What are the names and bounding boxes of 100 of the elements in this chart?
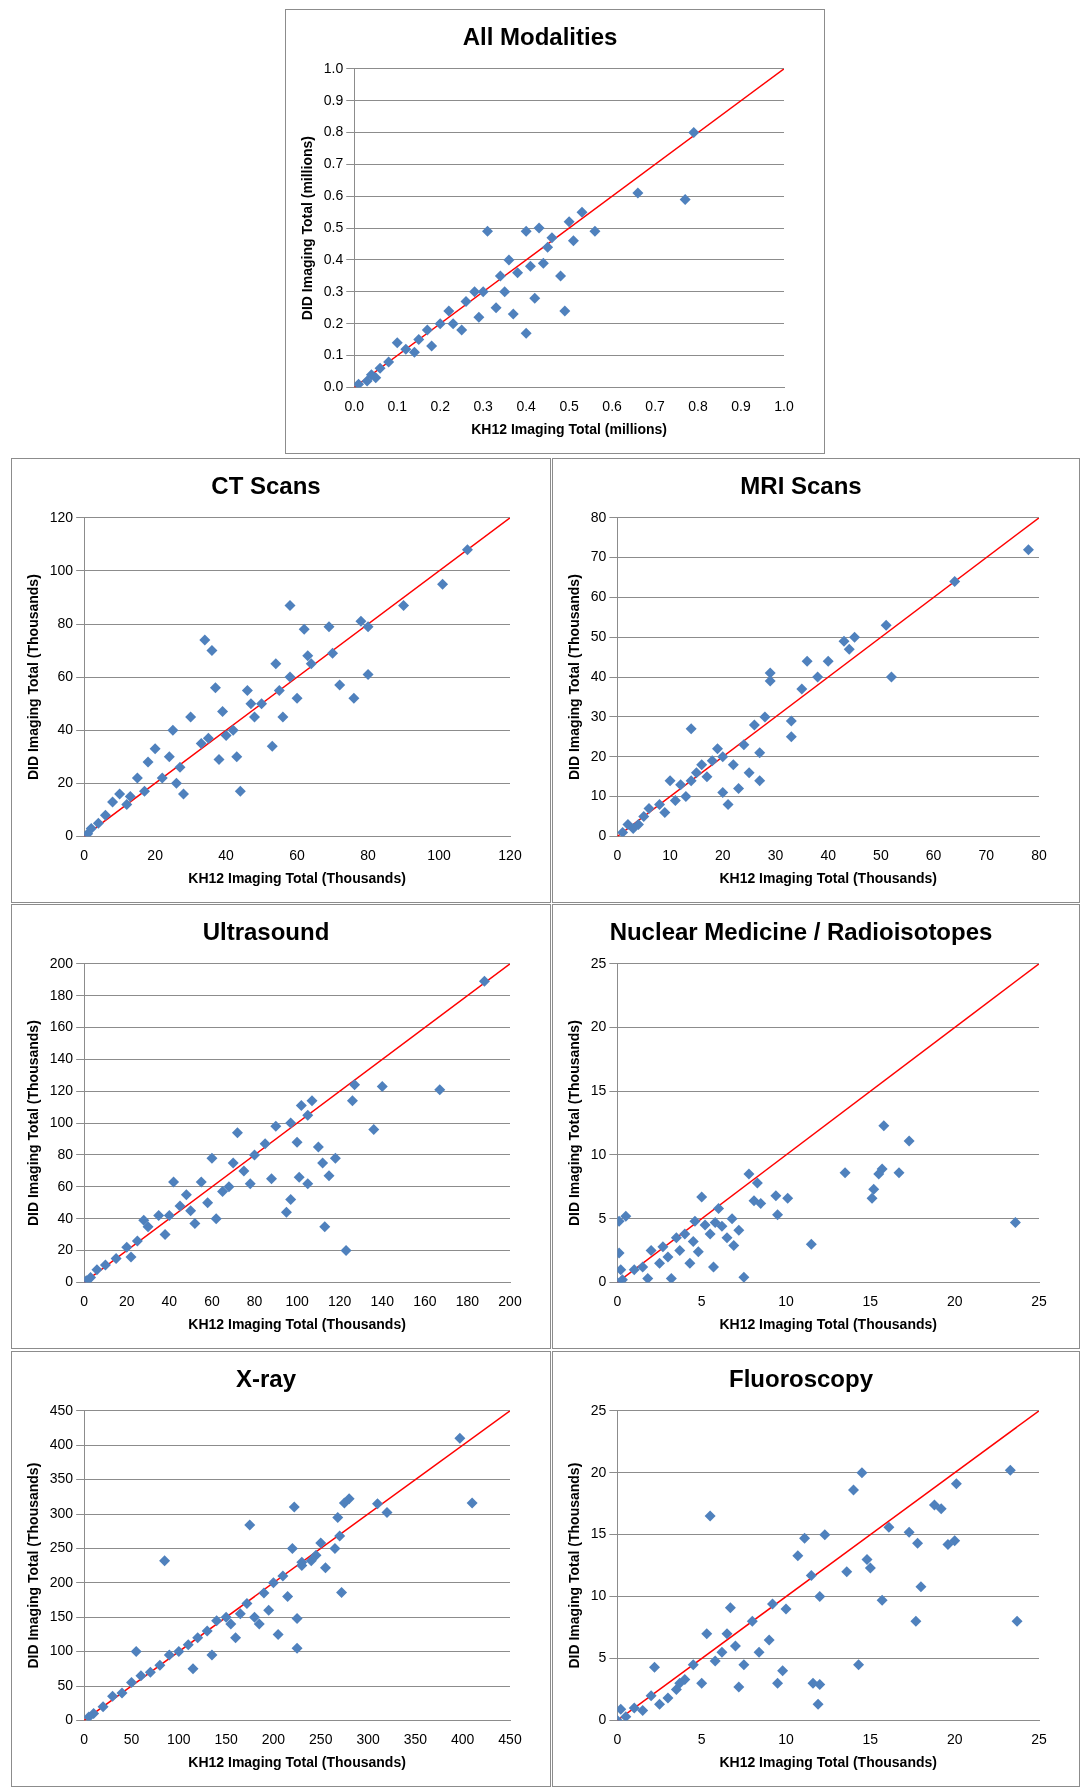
point <box>503 254 515 266</box>
y-tick-label: 15 <box>590 1082 607 1099</box>
point <box>838 635 850 647</box>
point <box>256 698 268 710</box>
point <box>168 1176 180 1188</box>
point <box>114 788 126 800</box>
point <box>704 1228 716 1240</box>
point <box>473 311 485 323</box>
x-tick-label: 0 <box>80 1292 89 1309</box>
y-tick-label: 400 <box>49 1436 74 1453</box>
point <box>868 1183 880 1195</box>
point <box>696 1191 708 1203</box>
point <box>189 1217 201 1229</box>
point <box>706 755 718 767</box>
point <box>131 772 143 784</box>
y-axis-title: DID Imaging Total (Thousands) <box>25 1462 42 1669</box>
point <box>334 679 346 691</box>
point <box>754 775 766 787</box>
point <box>648 1661 660 1673</box>
x-tick-label: 180 <box>455 1292 480 1309</box>
y-tick-label: 100 <box>49 1642 74 1659</box>
point <box>696 1677 708 1689</box>
x-axis-title: KH12 Imaging Total (Thousands) <box>188 870 406 887</box>
point <box>679 1228 691 1240</box>
y-tick-label: 0.5 <box>323 218 344 235</box>
x-tick-label: 200 <box>498 1292 522 1309</box>
point <box>628 1702 640 1714</box>
point <box>434 318 446 330</box>
point <box>713 1202 725 1214</box>
point <box>841 1566 853 1578</box>
point <box>284 671 296 683</box>
point <box>327 647 339 659</box>
point <box>195 737 207 749</box>
point <box>362 621 374 633</box>
point <box>349 1079 361 1091</box>
point <box>332 1511 344 1523</box>
point <box>266 1173 278 1185</box>
point <box>156 772 168 784</box>
y-tick-label: 0.9 <box>323 91 344 108</box>
point <box>805 1238 817 1250</box>
point <box>709 1217 721 1228</box>
point <box>689 1215 701 1227</box>
point <box>121 1241 133 1253</box>
y-tick-label: 300 <box>49 1504 74 1521</box>
point <box>738 739 750 751</box>
point <box>753 1646 765 1658</box>
point <box>738 1659 750 1671</box>
x-tick-label: 150 <box>214 1730 238 1747</box>
point <box>163 751 175 763</box>
point <box>843 643 855 655</box>
point <box>305 658 317 670</box>
point <box>638 810 650 822</box>
x-tick-label: 20 <box>946 1292 963 1309</box>
point <box>209 682 221 694</box>
y-tick-label: 60 <box>57 1177 74 1194</box>
point <box>685 775 697 787</box>
x-tick-label: 60 <box>289 846 306 863</box>
x-tick-label: 450 <box>498 1730 522 1747</box>
y-tick-label: 100 <box>49 1113 74 1130</box>
point <box>717 751 729 763</box>
point <box>696 759 708 771</box>
y-tick-label: 0 <box>598 827 607 844</box>
point <box>748 719 760 731</box>
y-tick-label: 1.0 <box>323 59 344 76</box>
point <box>733 783 745 795</box>
x-axis-title: KH12 Imaging Total (Thousands) <box>188 1754 406 1771</box>
y-tick-label: 80 <box>57 1145 74 1162</box>
point <box>217 1186 229 1198</box>
point <box>173 1646 185 1658</box>
x-tick-label: 1.0 <box>774 397 794 414</box>
x-tick-label: 0.5 <box>559 397 580 414</box>
point <box>861 1553 873 1565</box>
point <box>302 1178 314 1190</box>
point <box>174 1200 186 1212</box>
point <box>627 822 639 834</box>
point <box>437 578 449 590</box>
point <box>206 645 218 657</box>
x-tick-label: 60 <box>925 846 942 863</box>
y-tick-label: 80 <box>590 508 607 525</box>
point <box>282 1591 294 1603</box>
y-tick-label: 0 <box>65 1711 74 1728</box>
point <box>777 1665 789 1677</box>
y-tick-label: 20 <box>57 774 74 791</box>
x-tick-label: 100 <box>285 1292 309 1309</box>
y-tick-label: 0.3 <box>323 282 344 299</box>
y-tick-label: 140 <box>49 1050 74 1067</box>
point <box>234 785 246 797</box>
point <box>192 1632 204 1644</box>
point <box>642 1273 654 1283</box>
point <box>329 1152 341 1164</box>
point <box>949 1535 961 1547</box>
point <box>563 216 575 228</box>
x-tick-label: 15 <box>862 1730 879 1747</box>
y-axis-title: DID Imaging Total (millions) <box>299 136 316 321</box>
point <box>306 1095 318 1107</box>
x-axis-title: KH12 Imaging Total (millions) <box>471 421 668 438</box>
point <box>426 340 438 352</box>
point <box>454 1432 466 1444</box>
x-tick-label: 80 <box>246 1292 263 1309</box>
point <box>286 1542 298 1554</box>
